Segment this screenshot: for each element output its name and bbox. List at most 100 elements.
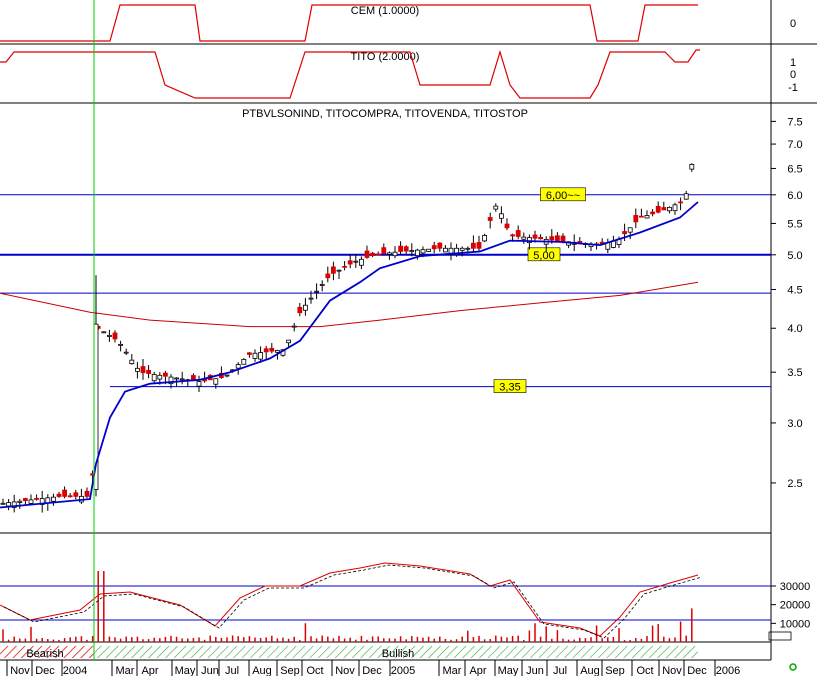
- x-tick-label: Mar: [116, 665, 135, 676]
- candle-body: [123, 351, 129, 354]
- candle-body: [532, 234, 538, 239]
- x-tick-label: Jun: [526, 665, 544, 676]
- regime-segment: [0, 646, 94, 658]
- candle-body: [650, 211, 655, 215]
- candle-body: [381, 247, 387, 255]
- candle-body: [73, 492, 79, 497]
- candle-body: [392, 251, 398, 257]
- candle-body: [465, 247, 471, 250]
- price-tick-label: 4.0: [787, 323, 802, 335]
- candle-body: [521, 236, 527, 240]
- price-tick-label: 5.5: [787, 218, 802, 230]
- candle-body: [655, 205, 661, 213]
- line-value-label: 3,35: [499, 382, 520, 394]
- candle-body: [319, 283, 325, 286]
- x-axis: Nov Dec 2004 Mar Apr May Jun Jul Aug Sep Oct Nov Dec…: [6, 660, 740, 677]
- price-panel-label: PTBVLSONIND, TITOCOMPRA, TITOVENDA, TITO…: [242, 108, 528, 120]
- candle-body: [263, 348, 269, 353]
- candle-body: [414, 249, 420, 257]
- candle-body: [364, 250, 370, 258]
- candle-body: [34, 497, 39, 500]
- regime-label: Bullish: [382, 648, 414, 660]
- candle-body: [56, 493, 62, 497]
- candle-body: [291, 325, 297, 328]
- price-tick-label: 6.5: [787, 163, 802, 175]
- candle-body: [342, 265, 348, 268]
- x-tick-label: Apr: [141, 665, 158, 676]
- candle-body: [683, 193, 689, 200]
- candle-body: [118, 343, 123, 346]
- candle-body: [538, 236, 543, 240]
- line-value-label-box: [527, 247, 561, 262]
- x-tick-label: Dec: [362, 665, 382, 676]
- candle-body: [39, 498, 45, 505]
- candle-body: [168, 376, 174, 385]
- x-tick-label: 2006: [716, 665, 740, 676]
- price-tick-label: 7.0: [787, 139, 802, 151]
- candle-body: [179, 378, 185, 381]
- candle-body: [314, 290, 320, 293]
- candle-body: [431, 245, 437, 250]
- x-tick-label: 2004: [63, 665, 87, 676]
- red-trend-line: [0, 281, 699, 328]
- candle-body: [353, 260, 359, 263]
- candle-body: [448, 247, 454, 254]
- candle-body: [347, 260, 353, 265]
- candle-body: [174, 377, 180, 380]
- x-tick-label: Dec: [35, 665, 55, 676]
- candle-body: [51, 496, 56, 502]
- candle-body: [476, 242, 482, 249]
- x-tick-label: Jul: [225, 665, 239, 676]
- candle-body: [627, 227, 633, 233]
- candle-body: [661, 207, 667, 211]
- candle-body: [498, 213, 504, 219]
- candle-body: [84, 490, 90, 497]
- candle-body: [274, 350, 280, 353]
- candle-body: [644, 215, 650, 219]
- volume-tick-label: 20000: [780, 600, 811, 612]
- candle-body: [470, 242, 476, 249]
- line-value-label: 6,00~~: [546, 190, 580, 202]
- x-tick-label: Nov: [662, 665, 682, 676]
- x-tick-label: 2005: [391, 665, 415, 676]
- candle-body: [17, 500, 23, 503]
- cem-line: [0, 4, 698, 42]
- oscillator-line: [0, 562, 699, 637]
- candle-body: [151, 374, 157, 382]
- price-tick-label: 2.5: [787, 478, 802, 490]
- candle-body: [129, 359, 135, 365]
- tito-line: [0, 49, 700, 99]
- x-tick-label: Nov: [10, 665, 30, 676]
- candle-body: [101, 331, 107, 334]
- candle-body: [375, 253, 381, 256]
- x-tick-label: Sep: [280, 665, 300, 676]
- x-tick-label: Apr: [469, 665, 486, 676]
- candle-body: [409, 250, 415, 253]
- candle-body: [370, 252, 376, 256]
- candle-body: [325, 273, 331, 279]
- candle-body: [386, 252, 392, 255]
- candle-body: [297, 306, 303, 314]
- volume-tick-label: 10000: [780, 618, 811, 630]
- candle-body: [493, 205, 499, 210]
- candle-body: [224, 374, 230, 377]
- scroll-handle: [768, 631, 792, 641]
- x-tick-label: Oct: [306, 665, 323, 676]
- candle-body: [112, 332, 118, 340]
- candle-body: [28, 499, 34, 504]
- price-tick-label: 5.0: [787, 250, 802, 262]
- candle-body: [140, 366, 146, 374]
- candle-body: [157, 374, 163, 380]
- tito-tick-label-1: 1: [790, 57, 796, 69]
- x-tick-label: Dec: [687, 665, 707, 676]
- candle-body: [667, 206, 672, 212]
- candle-body: [62, 489, 67, 497]
- candle-body: [527, 237, 532, 244]
- red-trend-path: [0, 281, 699, 328]
- candle-body: [622, 231, 627, 235]
- candle-body: [213, 378, 219, 385]
- candle-body: [454, 247, 460, 255]
